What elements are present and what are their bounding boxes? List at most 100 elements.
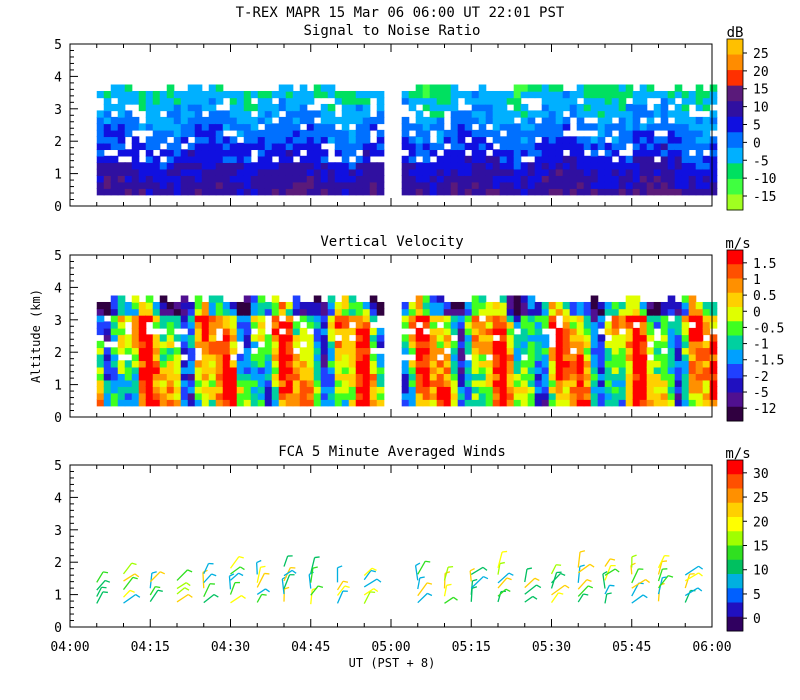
heatmap-cell <box>334 116 343 125</box>
snr-heatmap <box>96 84 718 196</box>
heatmap-cell <box>485 321 494 329</box>
heatmap-cell <box>576 334 585 342</box>
heatmap-cell <box>401 181 410 189</box>
heatmap-cell <box>138 188 147 196</box>
heatmap-cell <box>131 168 140 176</box>
heatmap-cell <box>534 340 543 349</box>
heatmap-cell <box>569 175 578 183</box>
colorbar-swatch <box>727 70 743 87</box>
heatmap-cell <box>320 360 329 368</box>
heatmap-cell <box>485 399 494 407</box>
heatmap-cell <box>562 301 571 310</box>
heatmap-cell <box>632 162 641 170</box>
heatmap-cell <box>576 84 585 92</box>
heatmap-cell <box>401 155 410 163</box>
heatmap-cell <box>327 334 336 342</box>
heatmap-cell <box>513 308 522 316</box>
heatmap-cell <box>653 386 662 394</box>
heatmap-cell <box>229 347 238 355</box>
heatmap-cell <box>569 97 578 105</box>
heatmap-cell <box>110 353 119 362</box>
heatmap-cell <box>208 175 217 183</box>
heatmap-cell <box>187 175 196 183</box>
heatmap-cell <box>313 188 322 196</box>
heatmap-cell <box>194 136 203 144</box>
heatmap-cell <box>702 162 711 170</box>
colorbar-swatch <box>727 101 743 118</box>
heatmap-cell <box>520 386 529 394</box>
heatmap-cell <box>681 168 690 176</box>
heatmap-cell <box>313 366 322 374</box>
heatmap-cell <box>422 103 431 112</box>
heatmap-cell <box>243 301 252 310</box>
heatmap-cell <box>611 386 620 394</box>
heatmap-cell <box>271 327 280 336</box>
heatmap-cell <box>618 360 627 368</box>
heatmap-cell <box>250 353 259 362</box>
y-tick-label: 0 <box>54 621 62 636</box>
heatmap-cell <box>208 386 217 394</box>
heatmap-cell <box>702 129 711 138</box>
heatmap-cell <box>695 347 704 355</box>
heatmap-cell <box>597 347 606 355</box>
heatmap-cell <box>443 373 452 381</box>
x-tick-label: 04:30 <box>211 640 250 655</box>
heatmap-cell <box>152 97 161 105</box>
heatmap-cell <box>152 110 161 118</box>
heatmap-cell <box>443 162 452 170</box>
heatmap-cell <box>681 327 690 336</box>
heatmap-cell <box>285 360 294 368</box>
heatmap-cell <box>292 399 301 407</box>
wind-barb <box>310 557 316 574</box>
heatmap-cell <box>369 379 378 387</box>
heatmap-cell <box>555 373 564 381</box>
heatmap-cell <box>229 110 238 118</box>
heatmap-cell <box>376 116 385 125</box>
colorbar-swatch <box>727 602 743 618</box>
wind-barb <box>443 573 446 589</box>
heatmap-cell <box>667 155 676 163</box>
heatmap-cell <box>548 155 557 163</box>
heatmap-cell <box>408 136 417 144</box>
wind-barb <box>550 592 559 603</box>
heatmap-cell <box>695 399 704 407</box>
heatmap-cell <box>145 110 154 118</box>
heatmap-cell <box>96 90 105 99</box>
heatmap-cell <box>131 379 140 387</box>
heatmap-cell <box>702 175 711 183</box>
heatmap-cell <box>208 308 217 316</box>
heatmap-cell <box>401 386 410 394</box>
heatmap-cell <box>271 168 280 176</box>
heatmap-cell <box>450 103 459 112</box>
heatmap-cell <box>236 155 245 163</box>
heatmap-cell <box>341 142 350 151</box>
heatmap-cell <box>583 301 592 310</box>
heatmap-cell <box>576 136 585 144</box>
heatmap-cell <box>215 379 224 387</box>
heatmap-cell <box>341 149 350 157</box>
heatmap-cell <box>348 90 357 99</box>
heatmap-cell <box>646 399 655 407</box>
heatmap-cell <box>243 110 252 118</box>
heatmap-cell <box>576 308 585 316</box>
heatmap-cell <box>464 386 473 394</box>
heatmap-cell <box>569 188 578 196</box>
heatmap-cell <box>450 123 459 131</box>
heatmap-cell <box>667 110 676 118</box>
heatmap-cell <box>229 301 238 310</box>
heatmap-cell <box>590 314 599 323</box>
heatmap-cell <box>618 116 627 125</box>
heatmap-cell <box>194 181 203 189</box>
heatmap-cell <box>348 162 357 170</box>
wind-barb-flag <box>645 579 651 584</box>
heatmap-cell <box>541 116 550 125</box>
heatmap-cell <box>236 103 245 112</box>
heatmap-cell <box>166 129 175 138</box>
heatmap-cell <box>506 340 515 349</box>
heatmap-cell <box>436 308 445 316</box>
heatmap-cell <box>492 90 501 99</box>
heatmap-cell <box>215 366 224 374</box>
heatmap-cell <box>667 386 676 394</box>
heatmap-cell <box>625 360 634 368</box>
